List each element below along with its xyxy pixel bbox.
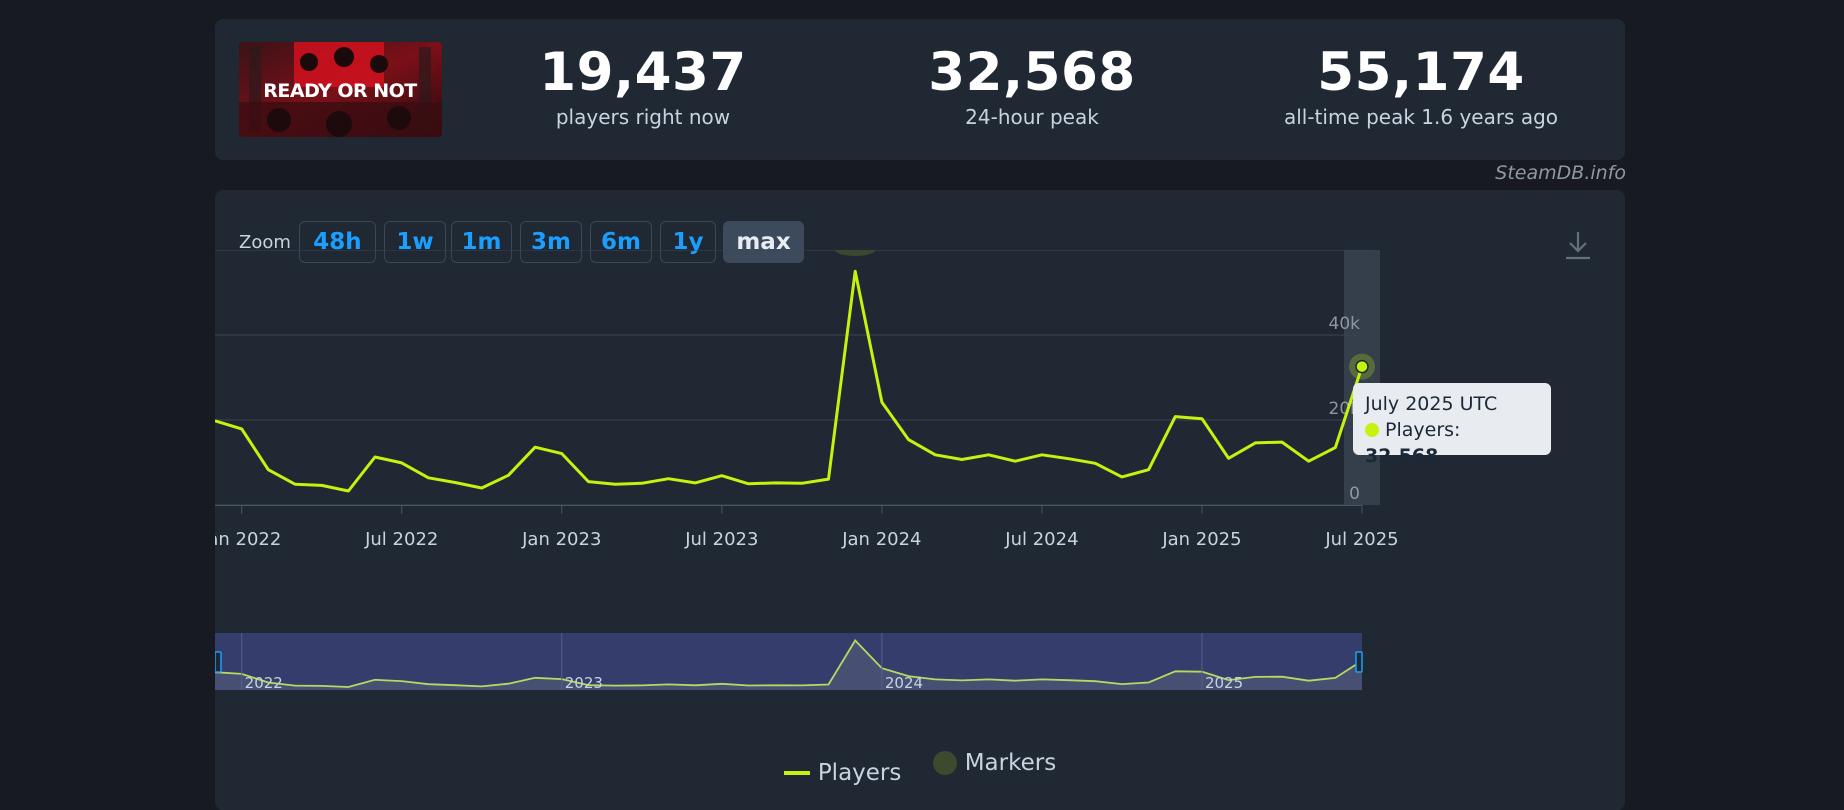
chart-tooltip: July 2025 UTC Players: 32,568 [1353,383,1551,467]
navigator-right-handle[interactable] [1355,651,1363,673]
x-tick-label: Jul 2022 [364,529,438,550]
x-tick-label: Jul 2024 [1004,529,1078,550]
zoom-48h-button[interactable]: 48h [299,221,376,263]
zoom-6m-button[interactable]: 6m [590,221,652,263]
legend-markers-label: Markers [964,750,1057,776]
x-tick-label: Jan 2023 [521,529,601,550]
y-tick-label: 0 [1349,484,1360,504]
x-tick-label: Jan 2022 [215,529,281,550]
legend-players-line-icon [783,771,810,775]
tooltip-title: July 2025 UTC [1365,393,1498,415]
game-banner-image[interactable]: READY OR NOT [239,42,442,137]
x-tick-label: Jul 2023 [684,529,758,550]
x-axis: Jan 2022 Jul 2022 Jan 2023 Jul 2023 Jan 2024… [215,505,1399,550]
chart-card: Zoom 48h 1w 1m 3m 6m 1y max 0 20k 40k Jan … [215,190,1625,810]
24h-peak-label: 24-hour peak [965,105,1099,129]
tooltip-series-dot [1365,423,1379,437]
tooltip-series-label: Players: [1385,419,1461,441]
x-tick-label: Jan 2024 [841,529,921,550]
legend-item-players[interactable]: Players [783,760,902,786]
zoom-1m-button[interactable]: 1m [451,221,512,263]
hover-highlight-band [1344,250,1380,505]
download-icon[interactable] [1565,230,1591,264]
navigator-background [215,633,1362,690]
navigator-year-label: 2025 [1205,674,1243,690]
all-time-peak-label: all-time peak 1.6 years ago [1283,105,1559,129]
zoom-label: Zoom [239,232,291,253]
navigator-year-label: 2024 [885,674,923,690]
all-time-peak-value: 55,174 [1317,42,1525,103]
banner-logo-text: READY OR NOT [263,80,417,102]
y-tick-label: 20k [1329,399,1361,419]
zoom-max-button[interactable]: max [723,221,804,263]
hover-point [1349,353,1375,380]
players-series-line [215,269,1364,493]
y-axis-ticks: 0 20k 40k [1329,314,1361,504]
navigator-area [215,640,1362,690]
24h-peak-value: 32,568 [928,42,1136,103]
x-tick-label: Jul 2025 [1324,529,1398,550]
current-players-value: 19,437 [539,42,747,103]
legend-players-label: Players [817,760,902,786]
tooltip-value-row: Players: 32,568 [1365,417,1539,469]
stat-current-players: 19,437 players right now [453,42,833,130]
players-chart[interactable]: 0 20k 40k Jan 2022 Jul 2022 Jan 2023 Jul 2023… [215,250,1625,690]
stat-all-time-peak: 55,174 all-time peak 1.6 years ago [1231,42,1611,130]
zoom-3m-button[interactable]: 3m [520,221,582,263]
zoom-1y-button[interactable]: 1y [660,221,716,263]
zoom-1w-button[interactable]: 1w [384,221,446,263]
navigator: 2022 2023 2024 2025 [215,633,1363,690]
event-marker [835,250,876,256]
event-markers [835,250,876,256]
stat-24h-peak: 32,568 24-hour peak [842,42,1222,130]
navigator-left-handle[interactable] [215,651,222,673]
steamdb-credit[interactable]: SteamDB.info [1495,162,1626,184]
chart-gridlines [215,250,1362,506]
navigator-line [215,639,1363,688]
hover-point [1355,359,1369,374]
legend-item-markers[interactable]: Markers [932,750,1057,776]
stats-card: READY OR NOT 19,437 players right now 32… [215,19,1625,160]
current-players-label: players right now [555,105,731,129]
y-tick-label: 40k [1329,314,1361,334]
tooltip-series-value: 32,568 [1365,445,1439,467]
navigator-year-label: 2022 [245,674,283,690]
legend-markers-circle-icon [932,751,957,775]
navigator-year-label: 2023 [565,674,603,690]
x-tick-label: Jan 2025 [1161,529,1241,550]
chart-legend: Players Markers [215,750,1625,786]
